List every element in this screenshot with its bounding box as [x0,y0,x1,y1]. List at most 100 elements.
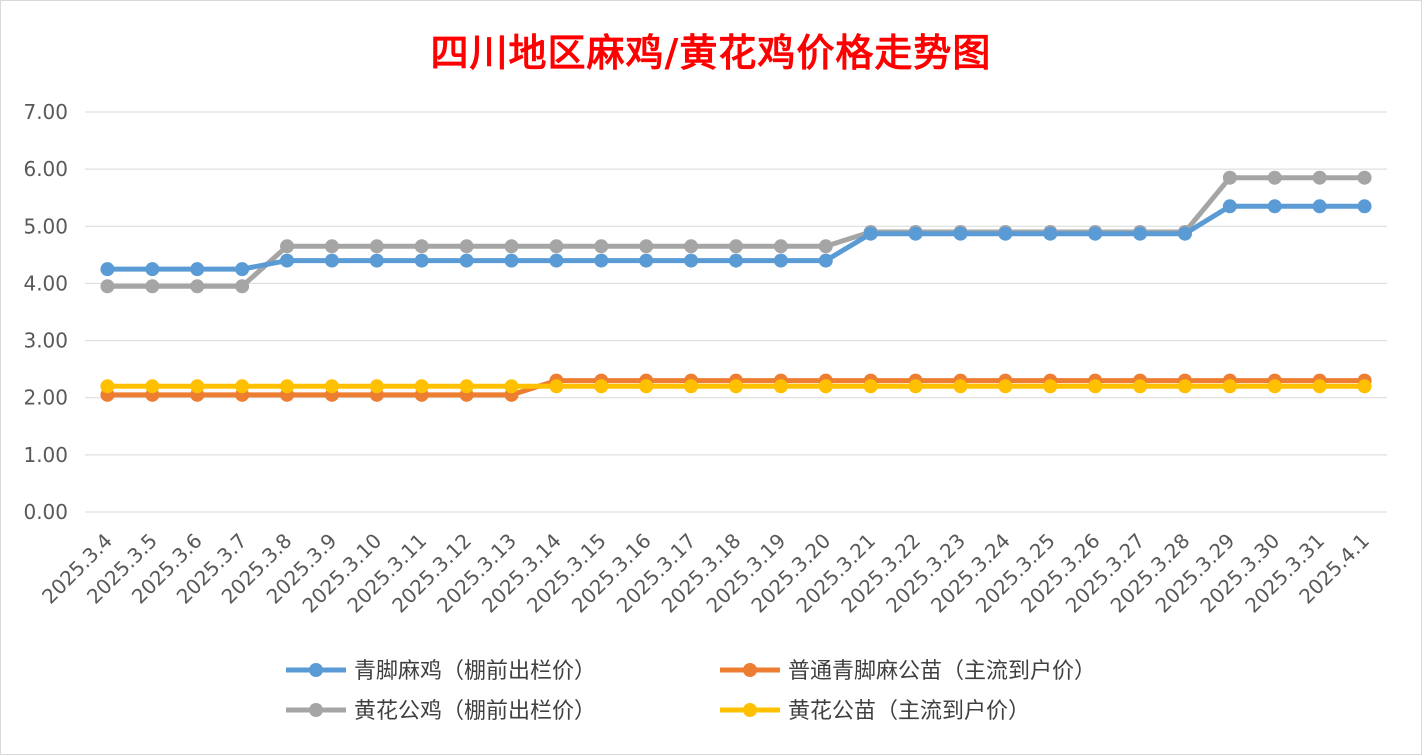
series-lines [100,170,1372,402]
data-point [504,379,519,394]
data-point [549,253,564,268]
data-point [235,279,250,294]
legend-swatch-marker [309,663,323,677]
legend-item: 黄花公鸡（棚前出栏价） [286,699,596,724]
y-tick-label: 5.00 [23,214,68,238]
data-point [459,253,474,268]
data-point [1357,199,1372,214]
data-point [549,379,564,394]
legend-label: 黄花公鸡（棚前出栏价） [354,699,596,724]
legend-swatch-marker [743,703,757,717]
legend-label: 普通青脚麻公苗（主流到户价） [788,659,1096,684]
data-point [324,379,339,394]
data-point [1267,379,1282,394]
data-point [1177,226,1192,241]
data-point [324,239,339,254]
data-point [280,379,295,394]
data-point [684,239,699,254]
data-point [369,239,384,254]
series-0 [100,199,1372,277]
data-point [190,262,205,277]
data-point [639,379,654,394]
data-point [594,253,609,268]
data-point [998,226,1013,241]
data-point [1312,199,1327,214]
data-point [459,239,474,254]
data-point [100,379,115,394]
y-tick-label: 4.00 [23,271,68,295]
data-point [504,253,519,268]
data-point [280,239,295,254]
data-point [280,253,295,268]
data-point [1043,226,1058,241]
data-point [1088,226,1103,241]
data-point [729,239,743,254]
legend: 青脚麻鸡（棚前出栏价） 普通青脚麻公苗（主流到户价） 黄花公鸡（棚前出栏价） 黄花公苗… [286,659,1096,724]
legend-swatch-marker [743,663,757,677]
data-point [369,379,384,394]
legend-item: 普通青脚麻公苗（主流到户价） [720,659,1096,684]
data-point [639,239,654,254]
data-point [1222,379,1237,394]
data-point [145,262,160,277]
data-point [1177,379,1192,394]
y-tick-label: 6.00 [23,157,68,181]
data-point [863,226,878,241]
data-point [1133,379,1148,394]
data-point [729,253,743,268]
y-tick-label: 0.00 [23,500,68,524]
legend-swatch-marker [309,703,323,717]
legend-label: 黄花公苗（主流到户价） [788,699,1030,724]
data-point [190,279,205,294]
data-point [235,262,250,277]
data-point [190,379,205,394]
data-point [1357,170,1372,185]
data-point [1043,379,1058,394]
data-point [863,379,878,394]
gridlines [85,111,1387,513]
legend-item: 青脚麻鸡（棚前出栏价） [286,659,596,684]
legend-item: 黄花公苗（主流到户价） [720,699,1030,724]
data-point [100,279,115,294]
data-point [414,253,429,268]
data-point [145,379,160,394]
data-point [908,226,923,241]
data-point [235,379,250,394]
data-point [414,379,429,394]
data-point [773,239,788,254]
y-tick-label: 7.00 [23,100,68,124]
data-point [369,253,384,268]
data-point [908,379,923,394]
y-tick-label: 2.00 [23,386,68,410]
data-point [1222,199,1237,214]
data-point [1133,226,1148,241]
data-point [818,239,833,254]
data-point [1312,170,1327,185]
y-tick-label: 1.00 [23,443,68,467]
data-point [818,379,833,394]
data-point [953,226,968,241]
data-point [998,379,1013,394]
series-3 [100,379,1372,394]
data-point [773,253,788,268]
data-point [1267,199,1282,214]
data-point [549,239,564,254]
y-tick-label: 3.00 [23,329,68,353]
data-point [729,379,743,394]
data-point [639,253,654,268]
data-point [414,239,429,254]
data-point [1088,379,1103,394]
data-point [684,379,699,394]
legend-label: 青脚麻鸡（棚前出栏价） [354,659,596,684]
data-point [504,239,519,254]
data-point [953,379,968,394]
data-point [459,379,474,394]
data-point [773,379,788,394]
data-point [145,279,160,294]
data-point [684,253,699,268]
data-point [818,253,833,268]
y-axis-tick-labels: 0.00 1.00 2.00 3.00 4.00 5.00 6.00 7.00 [23,100,68,524]
data-point [100,262,115,277]
data-point [594,379,609,394]
